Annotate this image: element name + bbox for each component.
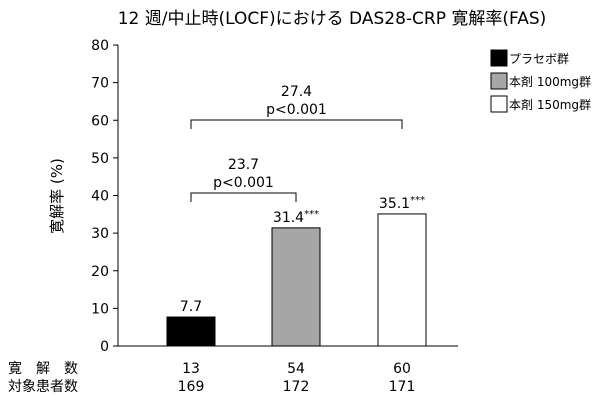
bar-value-label: 35.1*** [379, 195, 425, 212]
y-axis-label: 寛解率 (%) [48, 158, 66, 234]
comparison-difference: 27.4 [281, 84, 312, 100]
y-tick-label: 0 [100, 339, 109, 355]
bar-value-label: 7.7 [180, 299, 202, 315]
comparison-p-value: p<0.001 [213, 175, 274, 191]
bar-1 [167, 317, 215, 346]
legend-label: 本剤 100mg群 [509, 74, 591, 89]
legend-swatch [491, 50, 507, 66]
y-tick-label: 30 [91, 226, 109, 242]
bar-3 [378, 214, 426, 346]
comparison-layer: 23.7 p<0.001 27.4 p<0.001 [191, 84, 402, 202]
y-tick-label: 80 [91, 38, 109, 54]
comparison-bracket [191, 193, 296, 202]
bar-layer: 7.7 31.4*** 35.1*** [167, 195, 426, 346]
table-cell: 54 [287, 361, 305, 377]
table-row-label: 対象患者数 [8, 379, 78, 395]
table-row-label: 寛 解 数 [8, 360, 78, 377]
chart-title: 12 週/中止時(LOCF)における DAS28-CRP 寛解率(FAS) [118, 9, 547, 29]
table-cell: 171 [389, 379, 416, 395]
bar-2 [272, 228, 320, 346]
table-cell: 172 [283, 379, 310, 395]
comparison-bracket [191, 120, 402, 129]
legend-label: プラセボ群 [509, 52, 569, 66]
comparison-p-value: p<0.001 [266, 102, 327, 118]
y-tick-label: 20 [91, 264, 109, 280]
table-cell: 169 [178, 379, 205, 395]
y-tick-label: 70 [91, 76, 109, 92]
count-table: 寛 解 数 13 54 60 対象患者数 169 172 171 [8, 360, 415, 395]
y-tick-label: 40 [91, 189, 109, 205]
table-cell: 60 [393, 361, 411, 377]
significance-mark: *** [410, 195, 425, 206]
significance-mark: *** [304, 209, 319, 220]
y-tick-label: 60 [91, 113, 109, 129]
y-tick-label: 10 [91, 301, 109, 317]
comparison-difference: 23.7 [228, 157, 259, 173]
legend-label: 本剤 150mg群 [509, 97, 591, 112]
legend-swatch [491, 73, 507, 89]
y-tick-label: 50 [91, 151, 109, 167]
bar-value-label: 31.4*** [273, 209, 319, 226]
table-cell: 13 [182, 361, 200, 377]
legend-swatch [491, 96, 507, 112]
